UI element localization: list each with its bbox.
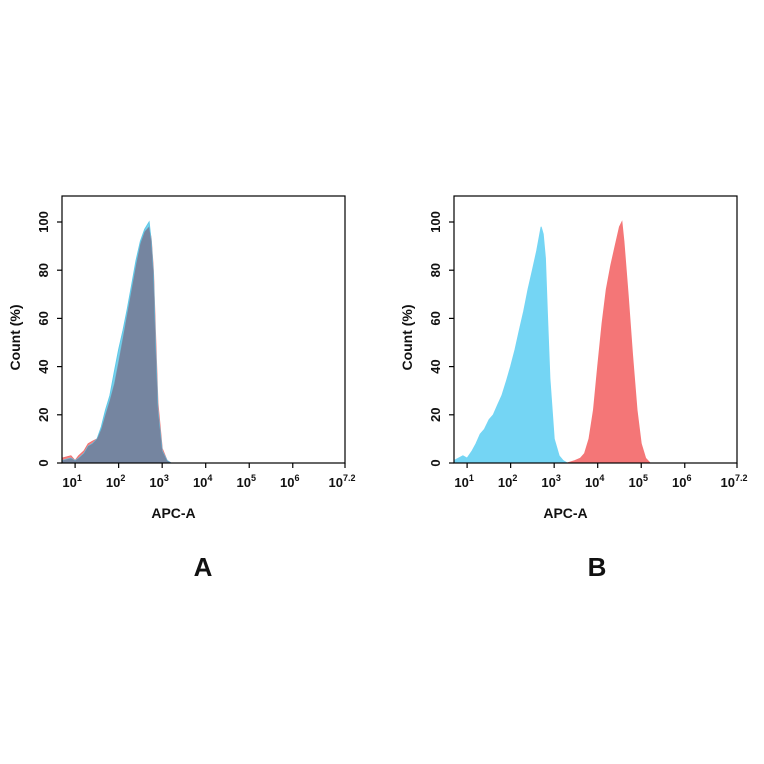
y-tick-label: 80 — [428, 263, 443, 277]
x-axis-title: APC-A — [151, 505, 195, 521]
panel-label: A — [194, 552, 213, 582]
x-tick-label: 102 — [498, 473, 517, 490]
y-axis-title: Count (%) — [7, 304, 23, 370]
x-tick-label: 105 — [628, 473, 647, 490]
histogram-series-1 — [567, 220, 651, 463]
y-tick-label: 20 — [428, 408, 443, 422]
plot-area — [454, 220, 651, 463]
y-tick-label: 0 — [36, 459, 51, 466]
plot-frame — [61, 195, 346, 464]
y-tick-label: 60 — [36, 311, 51, 325]
x-tick-label: 106 — [672, 473, 691, 490]
x-tick-label: 102 — [106, 473, 125, 490]
panel-label: B — [588, 552, 607, 582]
x-tick-label: 103 — [541, 473, 560, 490]
plot-area — [62, 220, 176, 463]
x-tick-label: 107.2 — [721, 473, 748, 490]
x-axis-title: APC-A — [543, 505, 587, 521]
y-tick-label: 100 — [428, 211, 443, 233]
x-tick-label: 104 — [193, 473, 212, 490]
y-tick-label: 80 — [36, 263, 51, 277]
y-tick-label: 40 — [428, 359, 443, 373]
y-tick-label: 20 — [36, 408, 51, 422]
y-tick-label: 40 — [36, 359, 51, 373]
histogram-series-0 — [454, 226, 572, 463]
x-tick-label: 103 — [149, 473, 168, 490]
x-tick-label: 105 — [236, 473, 255, 490]
x-tick-label: 107.2 — [329, 473, 356, 490]
x-tick-label: 101 — [62, 473, 81, 490]
x-tick-label: 106 — [280, 473, 299, 490]
histogram-overlap — [62, 226, 176, 463]
x-tick-label: 104 — [585, 473, 604, 490]
histogram-panel-a: 0 20 40 60 80 100 101 102 103 104 105 106 107.2 APC-A… — [7, 195, 356, 582]
y-tick-label: 100 — [36, 211, 51, 233]
x-tick-label: 101 — [454, 473, 473, 490]
histogram-panel-b: 0 20 40 60 80 100 101 102 103 104 105 106 107.2 APC-A… — [399, 195, 748, 582]
plot-frame — [453, 195, 738, 464]
y-tick-label: 60 — [428, 311, 443, 325]
y-axis-title: Count (%) — [399, 304, 415, 370]
y-tick-label: 0 — [428, 459, 443, 466]
